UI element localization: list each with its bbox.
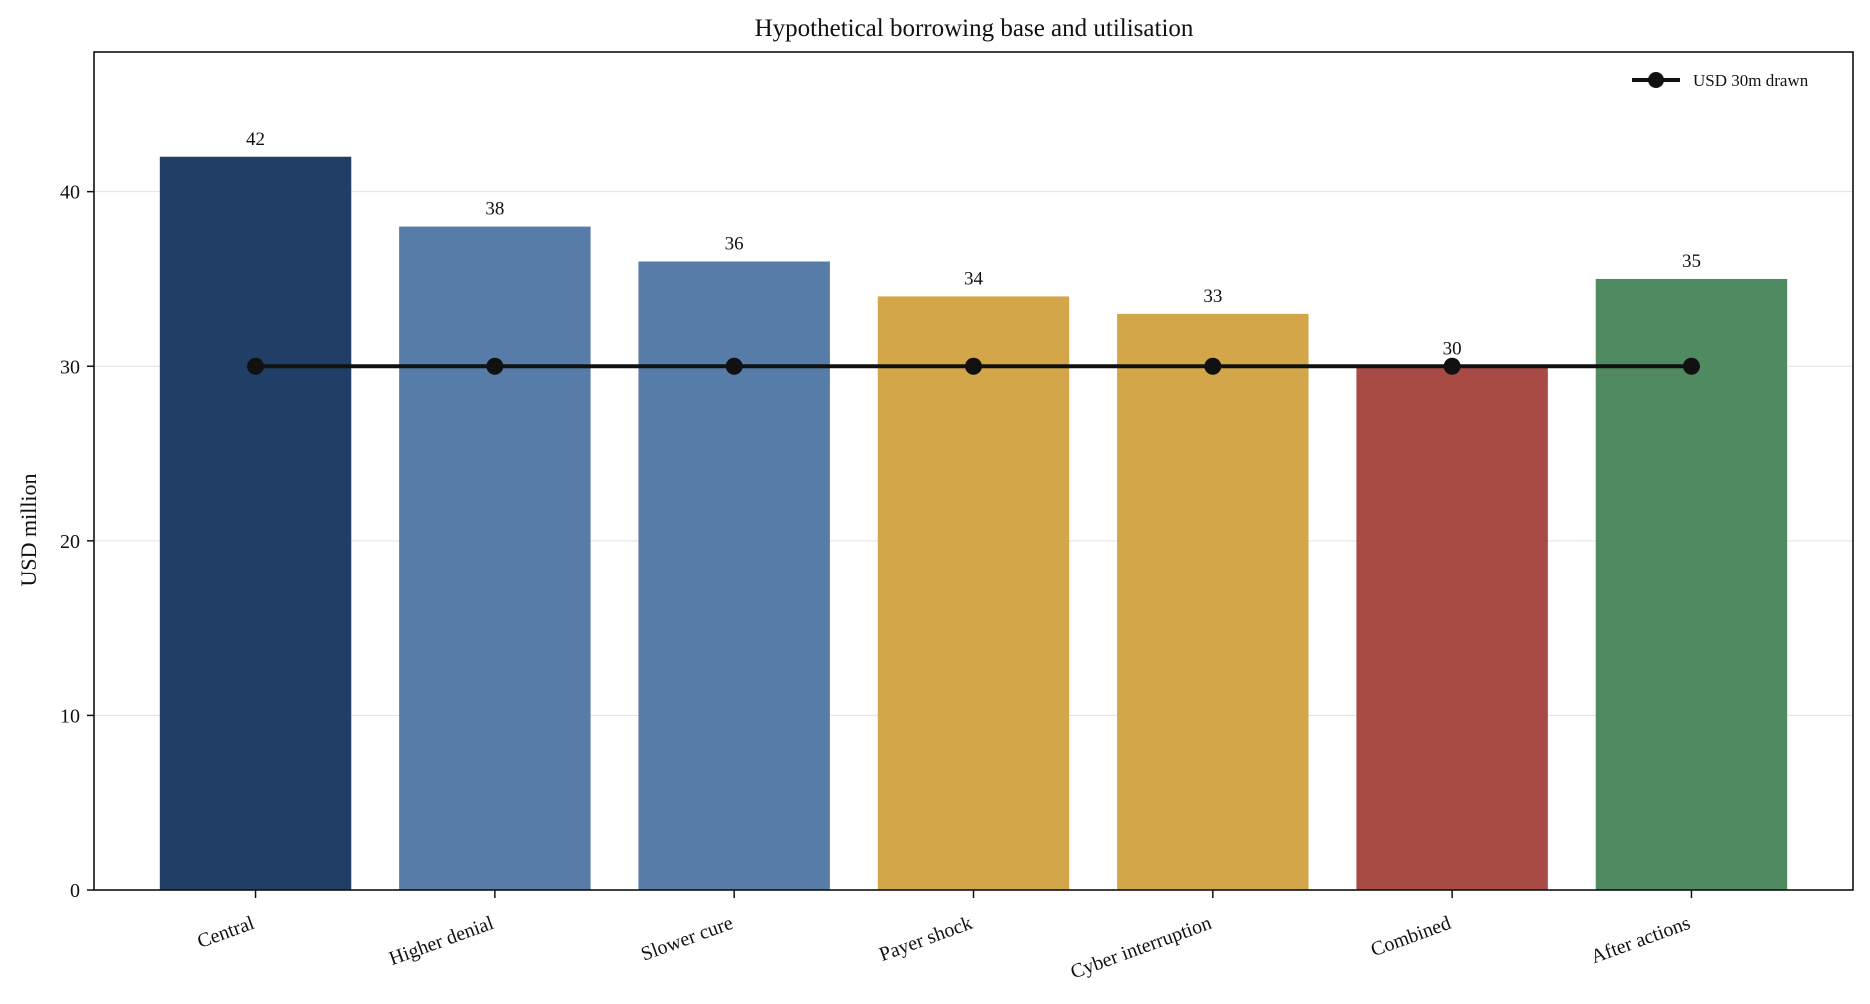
- drawn-line-marker: [1682, 357, 1700, 375]
- x-tick-label: Higher denial: [386, 912, 497, 970]
- x-tick-label: Combined: [1368, 912, 1454, 961]
- y-tick-label: 10: [60, 705, 80, 727]
- bar-after-actions: [1595, 278, 1788, 890]
- bar-value-label: 33: [1203, 286, 1222, 307]
- bar-higher-denial: [399, 226, 591, 891]
- plot-frame: [93, 51, 1854, 891]
- legend: USD 30m drawn: [1621, 61, 1839, 97]
- bars: [159, 156, 1788, 891]
- bar-combined: [1356, 366, 1548, 890]
- y-tick-label: 0: [70, 880, 80, 902]
- data-labels: 42 38 36 34 33 30 35: [246, 129, 1701, 360]
- legend-label: USD 30m drawn: [1693, 71, 1809, 90]
- y-tick-label: 40: [60, 182, 80, 204]
- x-tick-label: Payer shock: [876, 912, 975, 966]
- x-tick-label: Slower cure: [638, 912, 736, 966]
- x-tick-label: Cyber interruption: [1068, 912, 1215, 983]
- bar-value-label: 42: [246, 129, 265, 150]
- chart-title: Hypothetical borrowing base and utilisat…: [755, 15, 1194, 42]
- drawn-line-marker: [486, 357, 504, 375]
- bar-value-label: 36: [725, 234, 744, 255]
- bar-value-label: 38: [485, 199, 504, 220]
- x-tick-label: After actions: [1588, 912, 1693, 968]
- y-tick-label: 20: [60, 531, 80, 553]
- bar-payer-shock: [877, 296, 1070, 891]
- drawn-line-marker: [725, 357, 743, 375]
- drawn-line-series: [247, 357, 1700, 375]
- legend-marker: [1648, 72, 1664, 88]
- bar-slower-cure: [638, 261, 830, 890]
- bar-value-label: 34: [964, 268, 984, 289]
- y-tick-label: 30: [60, 356, 80, 378]
- bar-cyber-interruption: [1117, 313, 1309, 890]
- bar-value-label: 35: [1682, 251, 1701, 272]
- drawn-line-marker: [1204, 357, 1222, 375]
- x-tick-label: Central: [194, 912, 257, 953]
- drawn-line-marker: [965, 357, 982, 375]
- y-axis-label: USD million: [16, 473, 41, 586]
- bar-value-label: 30: [1443, 338, 1462, 359]
- drawn-line-marker: [247, 357, 265, 375]
- drawn-line-marker: [1443, 357, 1461, 375]
- bar-central: [159, 156, 352, 890]
